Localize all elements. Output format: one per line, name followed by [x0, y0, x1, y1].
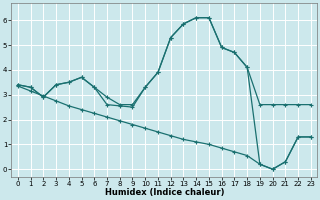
X-axis label: Humidex (Indice chaleur): Humidex (Indice chaleur): [105, 188, 224, 197]
